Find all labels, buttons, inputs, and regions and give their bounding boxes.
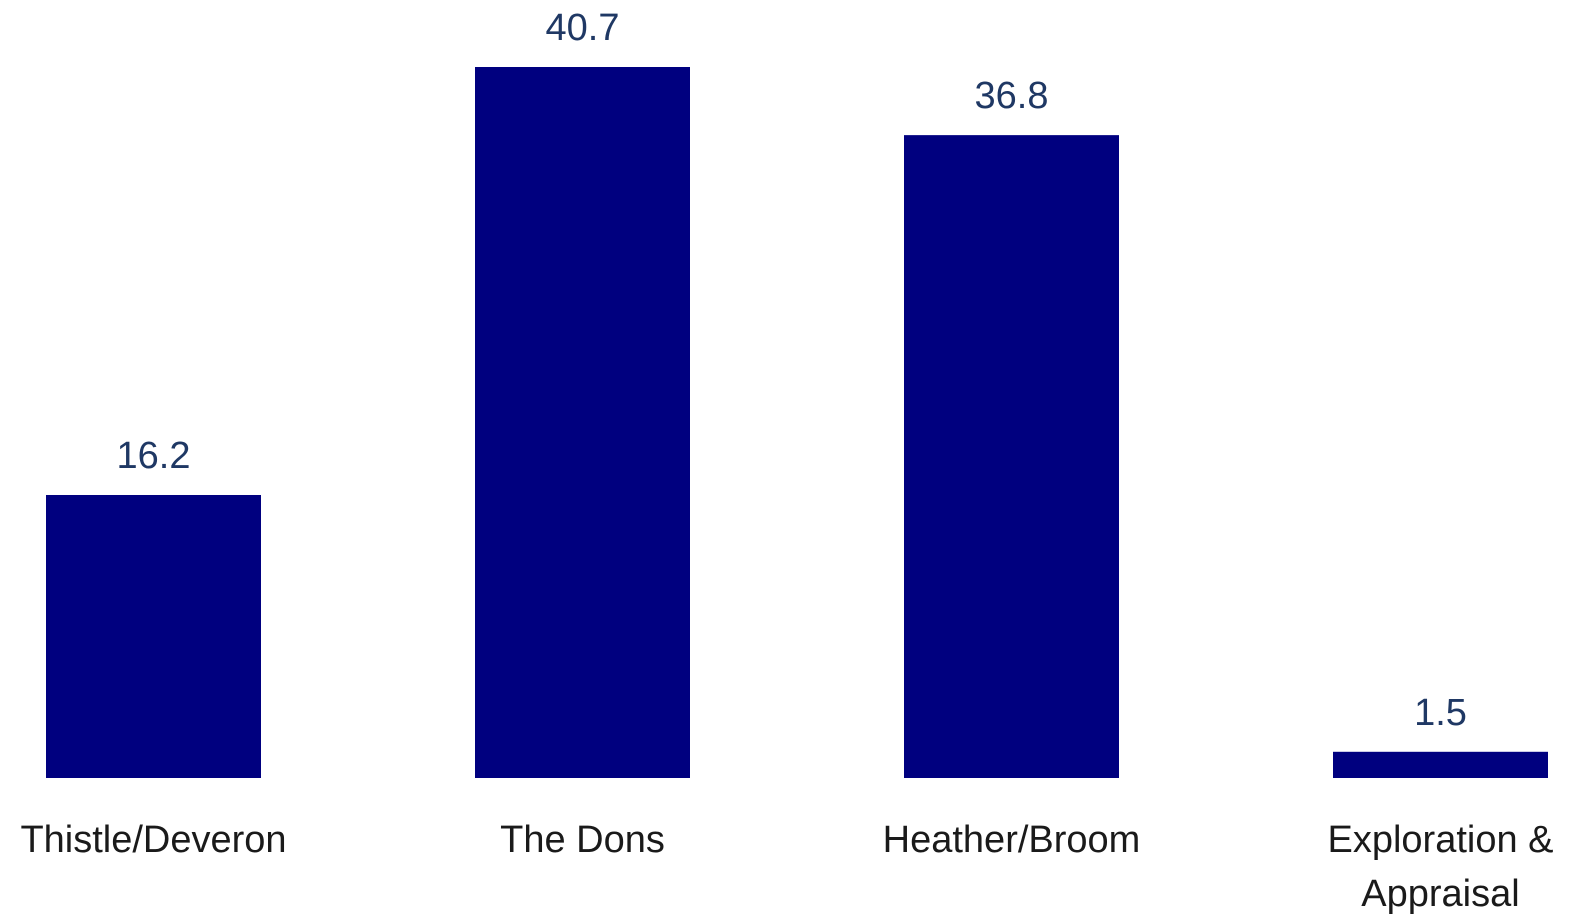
bar	[1333, 751, 1548, 778]
bar-group	[46, 67, 1548, 778]
category-tick-label-line: Appraisal	[1361, 873, 1519, 915]
category-tick-label: Exploration & Appraisal	[1327, 819, 1553, 915]
data-label: 1.5	[1414, 692, 1467, 734]
data-label: 40.7	[546, 7, 620, 49]
bar	[904, 135, 1119, 778]
value-label-group: 16.2 40.7 36.8 1.5	[117, 7, 1467, 734]
category-tick-label-line: Heather/Broom	[883, 819, 1141, 861]
category-tick-label-line: Exploration &	[1327, 819, 1553, 861]
category-tick-label-line: The Dons	[500, 819, 665, 861]
category-tick-label: Thistle/Deveron	[20, 819, 286, 861]
category-tick-label: Heather/Broom	[883, 819, 1141, 861]
data-label: 36.8	[975, 75, 1049, 117]
category-label-group: Thistle/Deveron The Dons Heather/Broom Expl…	[20, 819, 1553, 915]
bar	[46, 494, 261, 778]
bar	[475, 67, 690, 778]
data-label: 16.2	[117, 435, 191, 477]
category-tick-label-line: Thistle/Deveron	[20, 819, 286, 861]
category-tick-label: The Dons	[500, 819, 665, 861]
